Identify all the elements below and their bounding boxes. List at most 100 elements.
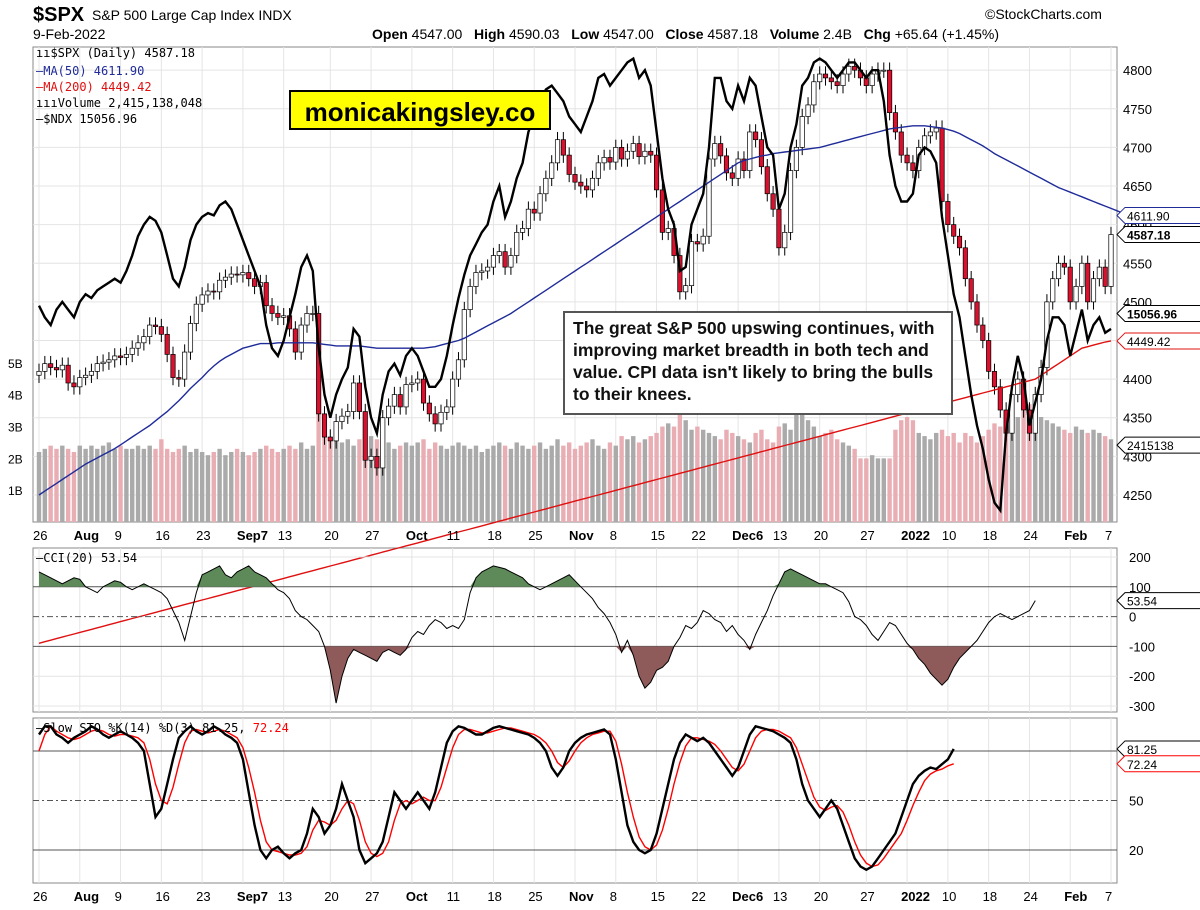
price-tick-label: 4800 <box>1123 63 1152 78</box>
candle <box>438 411 444 425</box>
candle <box>112 355 118 361</box>
candle <box>991 371 998 388</box>
candle <box>333 421 339 442</box>
price-tick-label: 4250 <box>1123 488 1152 503</box>
legend-ndx: —$NDX 15056.96 <box>36 112 138 126</box>
candle <box>869 73 875 86</box>
volume-bar <box>258 448 263 522</box>
candle <box>619 147 625 160</box>
candle <box>386 405 392 419</box>
price-tick-label: 4750 <box>1123 102 1152 117</box>
volume-bar <box>71 452 77 522</box>
candle <box>83 374 89 378</box>
volume-bar <box>782 423 787 522</box>
legend-ma50: —MA(50) 4611.90 <box>36 64 145 78</box>
volume-bar <box>730 432 735 522</box>
x-tick-label-bottom: 24 <box>1023 889 1037 904</box>
candle <box>776 208 782 249</box>
candle <box>327 436 333 442</box>
volume-bar <box>706 432 712 522</box>
candle <box>799 116 805 148</box>
volume-bar <box>1038 417 1044 522</box>
x-tick-label-top: 8 <box>610 528 617 543</box>
volume-bar <box>479 452 484 522</box>
x-tick-label-bottom: 7 <box>1105 889 1112 904</box>
volume-bar <box>904 417 910 522</box>
x-tick-label-bottom: 27 <box>860 889 874 904</box>
candle <box>380 417 386 469</box>
volume-bar <box>333 436 339 522</box>
candle <box>263 282 269 307</box>
volume-bar <box>561 445 566 522</box>
volume-bar <box>875 458 881 522</box>
volume-icon: ııı <box>36 96 58 110</box>
volume-bar <box>700 429 706 522</box>
volume-bar <box>205 455 211 522</box>
x-tick-label-bottom: 11 <box>447 889 461 904</box>
volume-bar <box>269 448 275 522</box>
candle <box>164 333 170 355</box>
flag-sto-k: 81.25 <box>1127 743 1157 757</box>
volume-bar <box>450 445 455 522</box>
candle <box>473 272 479 287</box>
candle <box>217 279 223 293</box>
candle <box>36 371 42 376</box>
volume-bar <box>712 436 718 522</box>
candle <box>939 127 945 202</box>
candle <box>782 232 788 249</box>
sto-k-line <box>38 724 955 872</box>
x-tick-label-top: 11 <box>447 528 461 543</box>
flag-volume: 2415138 <box>1127 439 1174 453</box>
flag-price-flag <box>1116 226 1200 244</box>
candle <box>94 363 100 372</box>
volume-bar <box>718 439 723 522</box>
candle <box>135 342 141 349</box>
volume-bar <box>578 445 584 522</box>
volume-bar <box>1102 436 1108 522</box>
volume-bar <box>584 442 589 522</box>
candle <box>403 384 409 408</box>
chg-value: +65.64 (+1.45%) <box>894 26 1000 42</box>
candle <box>444 406 450 413</box>
volume-bar <box>1097 432 1102 522</box>
volume-bar <box>881 458 886 522</box>
x-tick-label-top: 15 <box>651 528 665 543</box>
volume-bar <box>846 445 852 522</box>
candle <box>822 73 829 79</box>
volume-bar <box>957 442 962 522</box>
candle <box>805 104 811 117</box>
volume-bar <box>199 452 205 522</box>
x-tick-label-bottom: 23 <box>196 889 210 904</box>
volume-bar <box>194 448 199 522</box>
candle <box>887 69 893 114</box>
volume-bar <box>794 413 799 522</box>
sto-legend: —Slow STO %K(14) %D(3) 81.25, 72.24 <box>36 721 289 735</box>
volume-bar <box>724 429 729 522</box>
cci-tick-label: -200 <box>1129 669 1155 684</box>
candle <box>252 278 258 287</box>
volume-bar <box>293 448 298 522</box>
brand[interactable]: ©StockCharts.com <box>985 6 1102 22</box>
candle <box>770 193 776 210</box>
candle <box>1050 278 1056 303</box>
legend-ma200-text: MA(200) 4449.42 <box>43 80 152 94</box>
volume-bar <box>1050 423 1055 522</box>
volume-bar <box>36 452 42 522</box>
candle <box>432 413 438 425</box>
volume-bar <box>89 445 94 522</box>
ohlc-bar: Open 4547.00 High 4590.03 Low 4547.00 Cl… <box>372 26 999 42</box>
x-tick-label-bottom: 20 <box>324 889 338 904</box>
candle <box>613 147 619 163</box>
candle <box>129 347 135 355</box>
volume-bar <box>939 429 945 522</box>
candle-icon: ıı <box>36 46 51 60</box>
flag-sto-k-flag <box>1116 740 1200 758</box>
volume-bar <box>409 445 415 522</box>
volume-bar <box>462 445 467 522</box>
candle <box>543 177 549 195</box>
candle <box>624 150 630 160</box>
volume-bar <box>234 448 240 522</box>
candle <box>747 131 753 171</box>
candle <box>211 290 217 293</box>
volume-bar <box>869 455 875 522</box>
